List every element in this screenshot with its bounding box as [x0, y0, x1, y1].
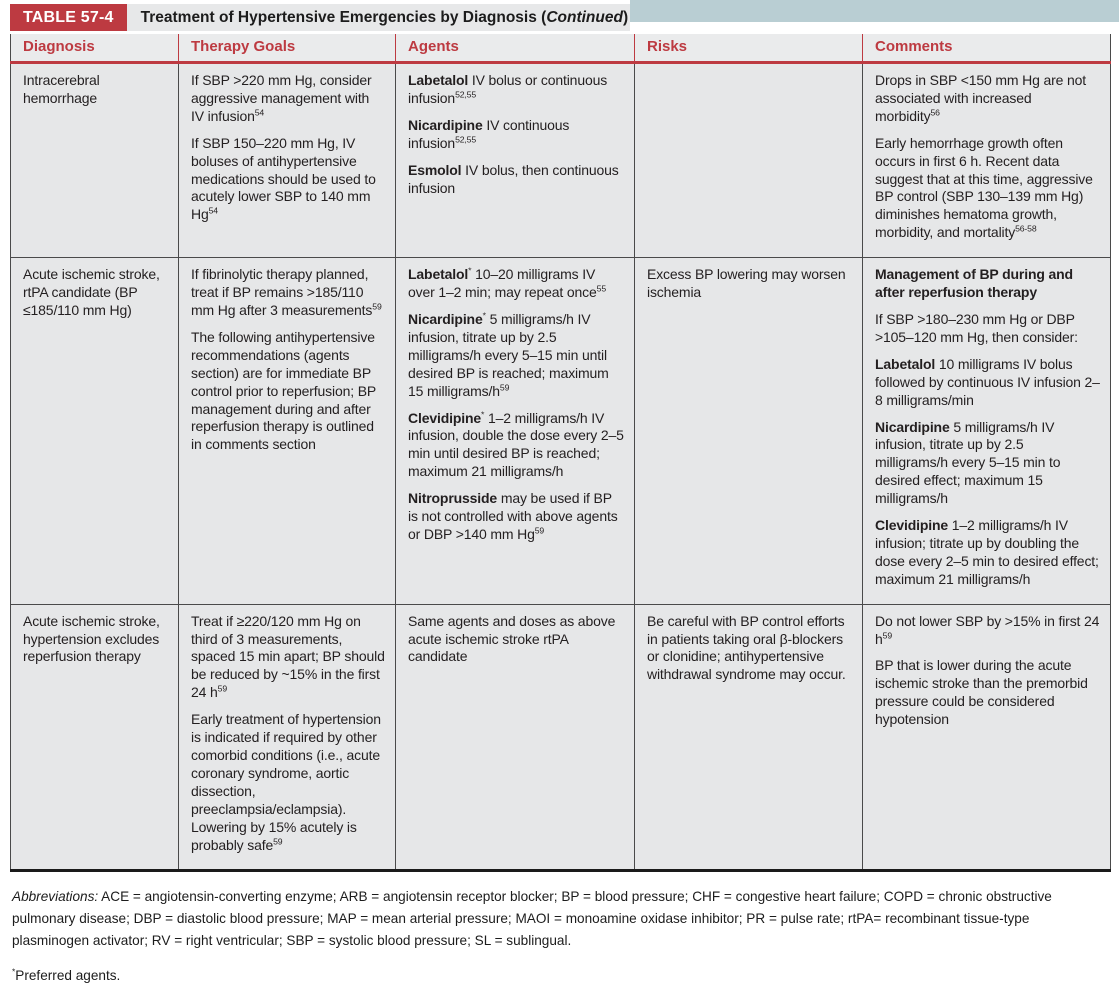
cell-paragraph: Management of BP during and after reperf…	[875, 266, 1073, 301]
cell-paragraph: Clevidipine* 1–2 milligrams/h IV infusio…	[408, 408, 624, 480]
cell-paragraph: Labetalol IV bolus or continuous infusio…	[408, 72, 608, 106]
column-header-risks: Risks	[634, 34, 863, 64]
cell-paragraph: If SBP >220 mm Hg, consider aggressive m…	[191, 72, 372, 124]
cell-paragraph: If SBP >180–230 mm Hg or DBP >105–120 mm…	[875, 310, 1078, 345]
cell-comments: Do not lower SBP by >15% in first 24 h59…	[862, 603, 1111, 871]
abbreviations-text: ACE = angiotensin-converting enzyme; ARB…	[12, 889, 1052, 948]
cell-therapy-goals: If fibrinolytic therapy planned, treat i…	[178, 257, 396, 605]
cell-paragraph: Acute ischemic stroke, hypertension excl…	[23, 612, 160, 665]
cell-risks	[634, 62, 863, 258]
table-title-bar: TABLE 57-4 Treatment of Hypertensive Eme…	[0, 0, 1119, 31]
cell-paragraph: Same agents and doses as above acute isc…	[408, 612, 616, 665]
cell-risks: Excess BP lowering may worsen ischemia	[634, 257, 863, 605]
cell-diagnosis: Acute ischemic stroke, rtPA candidate (B…	[10, 257, 179, 605]
cell-comments: Drops in SBP <150 mm Hg are not associat…	[863, 63, 1111, 258]
hypertensive-emergencies-table: Diagnosis Therapy Goals Agents Risks Com…	[10, 34, 1111, 873]
cell-paragraph: Intracerebral hemorrhage	[23, 72, 100, 106]
abbreviations-note: Abbreviations: ACE = angiotensin-convert…	[12, 886, 1109, 951]
table-header-row: Diagnosis Therapy Goals Agents Risks Com…	[10, 34, 1111, 64]
cell-paragraph: Excess BP lowering may worsen ischemia	[647, 266, 846, 301]
cell-agents: Labetalol* 10–20 milligrams IV over 1–2 …	[395, 257, 635, 605]
table-row: Acute ischemic stroke, hypertension excl…	[10, 603, 1111, 871]
cell-paragraph: BP that is lower during the acute ischem…	[875, 657, 1088, 728]
table-title-prefix: Treatment of Hypertensive Emergencies by…	[140, 9, 547, 26]
table-row: Intracerebral hemorrhage If SBP >220 mm H…	[10, 62, 1111, 258]
column-header-therapy-goals: Therapy Goals	[178, 34, 396, 64]
table-footer: Abbreviations: ACE = angiotensin-convert…	[12, 886, 1109, 987]
cell-diagnosis: Acute ischemic stroke, hypertension excl…	[10, 603, 179, 871]
column-header-comments: Comments	[862, 34, 1111, 64]
cell-agents: Same agents and doses as above acute isc…	[395, 603, 635, 871]
cell-paragraph: The following antihypertensive recommend…	[191, 328, 376, 453]
title-bar-left-group: TABLE 57-4 Treatment of Hypertensive Eme…	[10, 4, 630, 31]
cell-paragraph: Nicardipine 5 milligrams/h IV infusion, …	[875, 418, 1061, 507]
cell-paragraph: Nicardipine IV continuous infusion52,55	[408, 116, 570, 151]
cell-paragraph: Nicardipine* 5 milligrams/h IV infusion,…	[408, 310, 609, 399]
cell-paragraph: Early treatment of hypertension is indic…	[191, 711, 381, 853]
cell-paragraph: Drops in SBP <150 mm Hg are not associat…	[875, 72, 1087, 124]
cell-paragraph: Esmolol IV bolus, then continuous infusi…	[408, 161, 619, 196]
cell-paragraph: Acute ischemic stroke, rtPA candidate (B…	[23, 266, 160, 318]
cell-diagnosis: Intracerebral hemorrhage	[10, 62, 179, 258]
column-header-agents: Agents	[395, 34, 635, 64]
cell-paragraph: Clevidipine 1–2 milligrams/h IV infusion…	[875, 517, 1099, 587]
abbreviations-label: Abbreviations:	[12, 889, 99, 905]
cell-paragraph: If fibrinolytic therapy planned, treat i…	[191, 266, 382, 318]
cell-paragraph: If SBP 150–220 mm Hg, IV boluses of anti…	[191, 134, 376, 223]
table-label: TABLE 57-4	[10, 4, 127, 31]
cell-paragraph: Early hemorrhage growth often occurs in …	[875, 134, 1093, 241]
table-title: Treatment of Hypertensive Emergencies by…	[126, 4, 630, 31]
cell-paragraph: Labetalol* 10–20 milligrams IV over 1–2 …	[408, 265, 607, 301]
cell-paragraph: Labetalol 10 milligrams IV bolus followe…	[875, 355, 1100, 408]
cell-risks: Be careful with BP control efforts in pa…	[634, 603, 863, 871]
table-row: Acute ischemic stroke, rtPA candidate (B…	[10, 257, 1111, 605]
cell-paragraph: Be careful with BP control efforts in pa…	[647, 612, 846, 683]
cell-therapy-goals: Treat if ≥220/120 mm Hg on third of 3 me…	[178, 603, 396, 871]
table-body: Intracerebral hemorrhage If SBP >220 mm H…	[10, 62, 1111, 871]
cell-therapy-goals: If SBP >220 mm Hg, consider aggressive m…	[178, 62, 396, 258]
page-background-band	[630, 0, 1119, 22]
footnote-text: Preferred agents.	[15, 967, 121, 983]
table-title-continued: Continued	[546, 9, 623, 26]
cell-paragraph: Do not lower SBP by >15% in first 24 h59	[875, 612, 1100, 647]
preferred-agents-footnote: *Preferred agents.	[12, 965, 1109, 987]
cell-comments: Management of BP during and after reperf…	[862, 257, 1111, 605]
cell-agents: Labetalol IV bolus or continuous infusio…	[395, 62, 635, 258]
cell-paragraph: Treat if ≥220/120 mm Hg on third of 3 me…	[191, 612, 385, 701]
column-header-diagnosis: Diagnosis	[10, 34, 179, 64]
table-title-suffix: )	[622, 9, 629, 26]
cell-paragraph: Nitroprusside may be used if BP is not c…	[408, 490, 618, 542]
